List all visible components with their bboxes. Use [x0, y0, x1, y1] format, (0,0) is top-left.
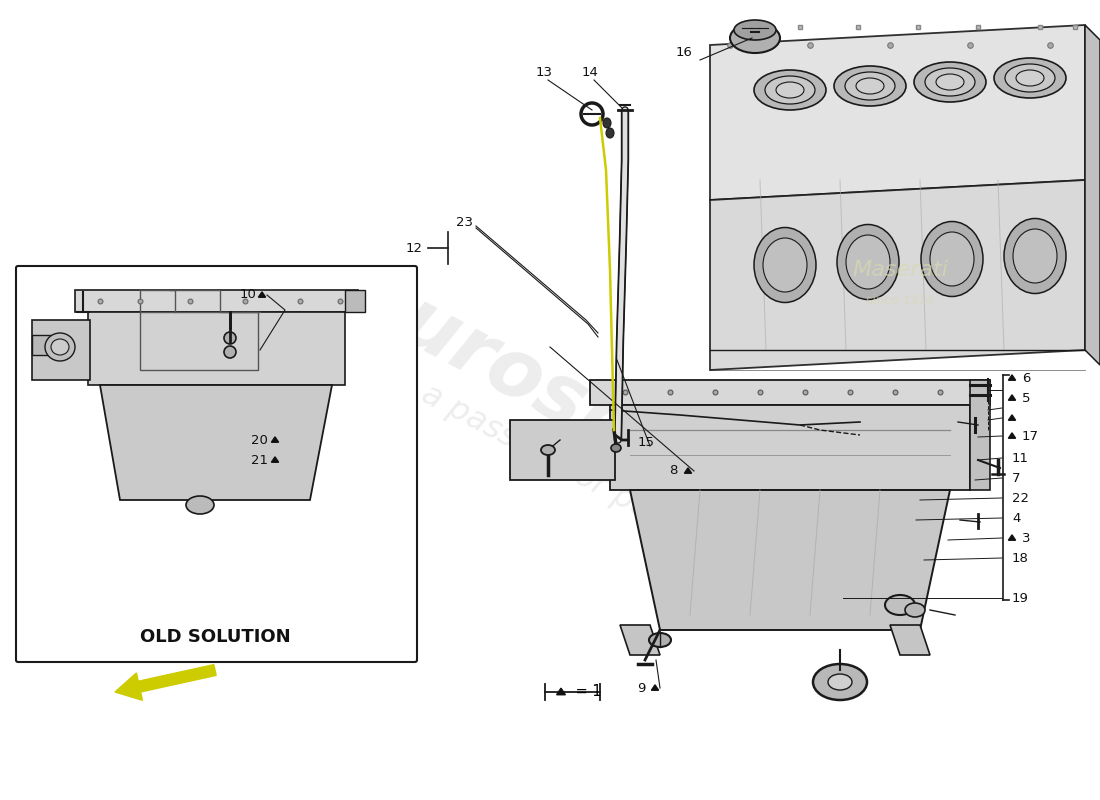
Ellipse shape	[1005, 64, 1055, 92]
Ellipse shape	[764, 76, 815, 104]
Polygon shape	[710, 25, 1085, 200]
Ellipse shape	[1016, 70, 1044, 86]
Polygon shape	[1009, 415, 1015, 420]
FancyArrow shape	[116, 665, 217, 700]
Text: 4: 4	[1012, 511, 1021, 525]
Polygon shape	[1009, 535, 1015, 540]
Polygon shape	[684, 468, 692, 474]
Text: eurospare: eurospare	[338, 258, 782, 542]
Polygon shape	[1009, 433, 1015, 438]
Text: 9: 9	[637, 682, 645, 694]
Text: 18: 18	[1012, 551, 1028, 565]
Ellipse shape	[776, 82, 804, 98]
Text: 23: 23	[456, 215, 473, 229]
Ellipse shape	[186, 496, 214, 514]
Ellipse shape	[603, 118, 611, 128]
Polygon shape	[610, 405, 970, 490]
Text: 20: 20	[251, 434, 268, 446]
Ellipse shape	[856, 78, 884, 94]
Polygon shape	[1009, 375, 1015, 380]
Text: 15: 15	[638, 437, 654, 450]
Polygon shape	[620, 625, 660, 655]
Ellipse shape	[834, 66, 906, 106]
Polygon shape	[1085, 25, 1100, 365]
Polygon shape	[970, 380, 990, 490]
Text: 17: 17	[1022, 430, 1040, 442]
Text: 3: 3	[1022, 531, 1031, 545]
Polygon shape	[890, 625, 930, 655]
Ellipse shape	[541, 445, 556, 455]
Text: 19: 19	[1012, 591, 1028, 605]
Ellipse shape	[754, 70, 826, 110]
Ellipse shape	[224, 346, 236, 358]
Ellipse shape	[905, 603, 925, 617]
Text: a passion for parts: a passion for parts	[416, 378, 694, 546]
Polygon shape	[32, 320, 90, 380]
Ellipse shape	[846, 235, 890, 289]
Polygon shape	[510, 420, 615, 480]
Polygon shape	[75, 290, 358, 312]
Polygon shape	[651, 685, 659, 690]
Ellipse shape	[754, 227, 816, 302]
Polygon shape	[345, 290, 365, 312]
FancyBboxPatch shape	[16, 266, 417, 662]
Text: 6: 6	[1022, 371, 1031, 385]
Text: 8: 8	[670, 465, 678, 478]
Ellipse shape	[921, 222, 983, 297]
Polygon shape	[88, 312, 345, 385]
Polygon shape	[272, 457, 278, 462]
Ellipse shape	[51, 339, 69, 355]
Polygon shape	[1009, 395, 1015, 400]
Ellipse shape	[828, 674, 852, 690]
Ellipse shape	[730, 23, 780, 53]
Polygon shape	[32, 335, 55, 355]
Text: Maserati: Maserati	[852, 260, 948, 280]
Text: OLD SOLUTION: OLD SOLUTION	[140, 628, 290, 646]
Ellipse shape	[925, 68, 975, 96]
Ellipse shape	[886, 595, 915, 615]
Text: since 1914: since 1914	[866, 294, 934, 306]
Text: 13: 13	[536, 66, 553, 78]
Ellipse shape	[224, 332, 236, 344]
Text: 11: 11	[1012, 451, 1028, 465]
Ellipse shape	[610, 444, 621, 452]
Ellipse shape	[763, 238, 807, 292]
Polygon shape	[710, 180, 1085, 370]
Ellipse shape	[813, 664, 867, 700]
Text: = 1: = 1	[571, 685, 602, 699]
Polygon shape	[258, 292, 265, 298]
Polygon shape	[630, 490, 950, 630]
Text: 10: 10	[239, 289, 256, 302]
Ellipse shape	[1013, 229, 1057, 283]
Ellipse shape	[606, 128, 614, 138]
Ellipse shape	[845, 72, 895, 100]
Ellipse shape	[914, 62, 986, 102]
Ellipse shape	[930, 232, 974, 286]
Ellipse shape	[45, 333, 75, 361]
Ellipse shape	[734, 20, 776, 40]
Text: 7: 7	[1012, 471, 1021, 485]
Ellipse shape	[994, 58, 1066, 98]
Ellipse shape	[936, 74, 964, 90]
Text: 21: 21	[251, 454, 268, 466]
Text: 12: 12	[406, 242, 424, 254]
Polygon shape	[272, 437, 278, 442]
Polygon shape	[557, 688, 565, 694]
Text: 5: 5	[1022, 391, 1031, 405]
Ellipse shape	[837, 225, 899, 299]
Ellipse shape	[649, 633, 671, 647]
Text: 16: 16	[676, 46, 693, 59]
Text: 22: 22	[1012, 491, 1028, 505]
Polygon shape	[590, 380, 990, 405]
Polygon shape	[100, 385, 332, 500]
Ellipse shape	[1004, 218, 1066, 294]
Text: 14: 14	[582, 66, 598, 78]
